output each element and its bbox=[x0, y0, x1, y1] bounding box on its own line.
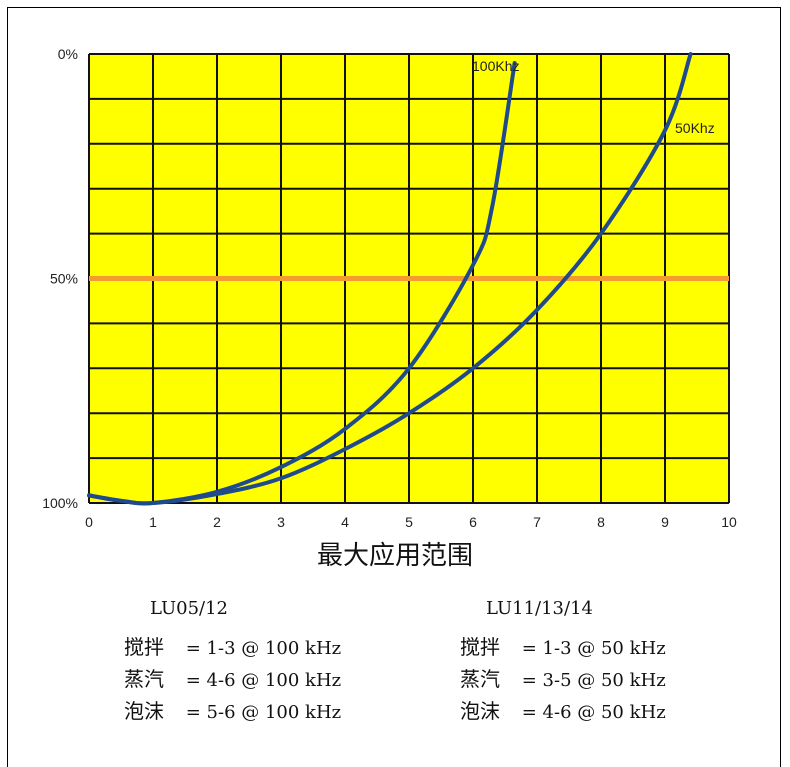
series-label-50khz: 50Khz bbox=[675, 120, 715, 136]
x-tick-label: 1 bbox=[149, 514, 157, 530]
x-tick-label: 7 bbox=[533, 514, 541, 530]
x-tick-label: 10 bbox=[721, 514, 737, 530]
legend-row-value: = 1-3 @ 100 kHz bbox=[185, 638, 342, 659]
legend-row-name: 搅拌 bbox=[124, 635, 164, 659]
series-line-50khz bbox=[87, 52, 693, 506]
x-tick-label: 4 bbox=[341, 514, 349, 530]
legend-row-value: = 5-6 @ 100 kHz bbox=[185, 702, 342, 723]
legend-row-name: 泡沫 bbox=[124, 699, 164, 723]
x-tick-label: 6 bbox=[469, 514, 477, 530]
legend-row-name: 蒸汽 bbox=[460, 667, 500, 691]
legend-row: 泡沫 = 5-6 @ 100 kHz bbox=[124, 695, 341, 727]
x-tick-label: 9 bbox=[661, 514, 669, 530]
legend-row: 蒸汽 = 4-6 @ 100 kHz bbox=[124, 663, 341, 695]
legend-row: 搅拌 = 1-3 @ 100 kHz bbox=[124, 631, 341, 663]
legend-lu11-13-14: LU11/13/14 搅拌 = 1-3 @ 50 kHz 蒸汽 = 3-5 @ … bbox=[460, 598, 666, 727]
legend-row-value: = 1-3 @ 50 kHz bbox=[521, 638, 666, 659]
legend-row: 泡沫 = 4-6 @ 50 kHz bbox=[460, 695, 666, 727]
x-tick-label: 2 bbox=[213, 514, 221, 530]
y-tick-label: 0% bbox=[58, 46, 78, 62]
legend-row: 蒸汽 = 3-5 @ 50 kHz bbox=[460, 663, 666, 695]
y-tick-label: 50% bbox=[50, 271, 78, 287]
legend-row-name: 泡沫 bbox=[460, 699, 500, 723]
legend-row-value: = 4-6 @ 50 kHz bbox=[521, 702, 666, 723]
x-axis-label: 最大应用范围 bbox=[316, 541, 473, 571]
legend-row-name: 搅拌 bbox=[460, 635, 500, 659]
x-tick-label: 8 bbox=[597, 514, 605, 530]
figure-frame bbox=[7, 7, 781, 767]
legend-title: LU05/12 bbox=[150, 598, 229, 619]
legend-row-name: 蒸汽 bbox=[124, 667, 164, 691]
legend-title: LU11/13/14 bbox=[486, 598, 593, 619]
series-label-100khz: 100Khz bbox=[472, 58, 519, 74]
legend-row-value: = 3-5 @ 50 kHz bbox=[521, 670, 666, 691]
x-tick-label: 0 bbox=[85, 514, 93, 530]
x-tick-label: 3 bbox=[277, 514, 285, 530]
x-tick-label: 5 bbox=[405, 514, 413, 530]
legend-row-value: = 4-6 @ 100 kHz bbox=[185, 670, 342, 691]
legend-row: 搅拌 = 1-3 @ 50 kHz bbox=[460, 631, 666, 663]
y-tick-label: 100% bbox=[42, 495, 78, 511]
legend-lu05-12: LU05/12 搅拌 = 1-3 @ 100 kHz 蒸汽 = 4-6 @ 10… bbox=[124, 598, 341, 727]
